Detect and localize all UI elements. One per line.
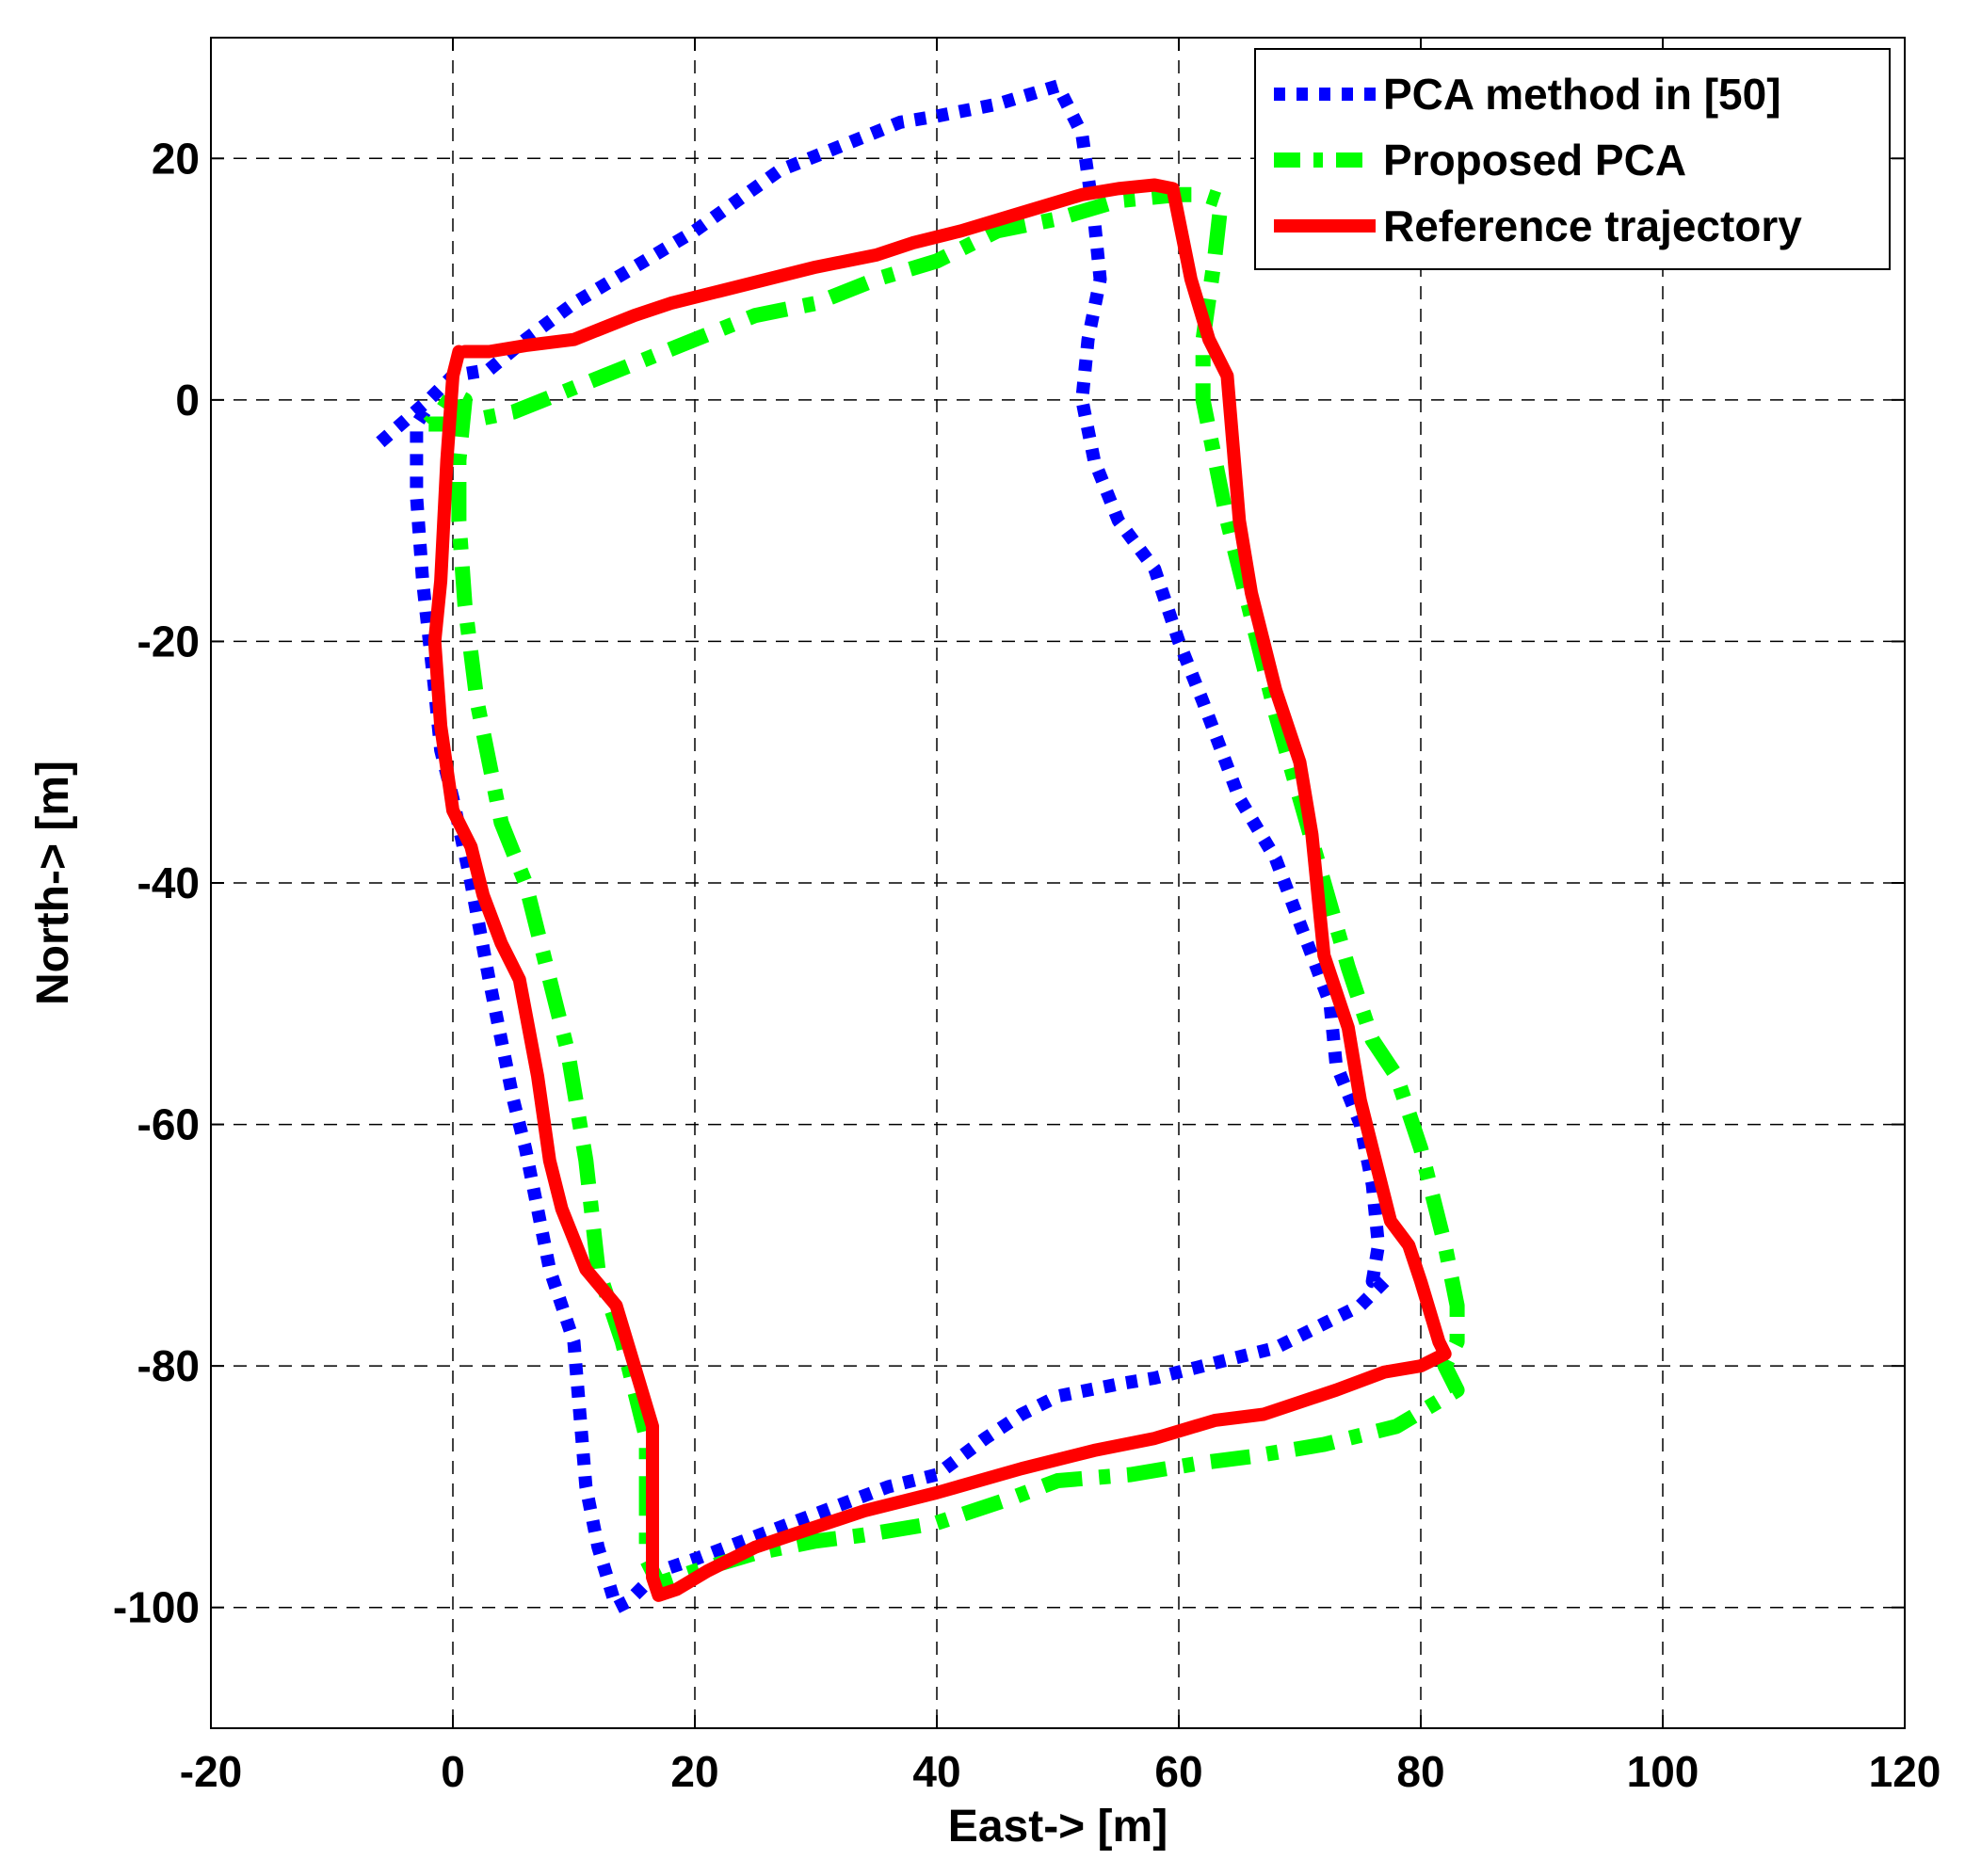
x-tick-label: 120: [1869, 1747, 1941, 1796]
series-line-1: [423, 186, 1465, 1592]
x-tick-label: 100: [1627, 1747, 1699, 1796]
y-tick-label: 0: [175, 376, 200, 425]
y-tick-label: -100: [113, 1583, 200, 1632]
legend-label-reference: Reference trajectory: [1383, 201, 1802, 250]
x-axis-label: East-> [m]: [948, 1802, 1168, 1852]
legend-label-pca-method: PCA method in [50]: [1383, 70, 1781, 119]
y-axis-label: North-> [m]: [28, 761, 78, 1005]
series-lines: [376, 79, 1465, 1614]
legend-label-proposed-pca: Proposed PCA: [1383, 136, 1686, 184]
series-line-2: [427, 178, 1452, 1602]
axis-ticks: -20 0 20 40 60 80 100 120 20 0 -20 -40 -60 -80 -100: [113, 38, 1941, 1796]
y-tick-label: -40: [137, 858, 200, 907]
series-line-0: [376, 79, 1392, 1614]
x-tick-label: 0: [441, 1747, 465, 1796]
x-tick-label: -20: [180, 1747, 242, 1796]
x-tick-label: 60: [1154, 1747, 1202, 1796]
y-tick-label: -60: [137, 1100, 200, 1149]
x-tick-label: 20: [670, 1747, 718, 1796]
x-tick-label: 80: [1396, 1747, 1444, 1796]
grid-lines: [211, 38, 1905, 1728]
y-tick-label: -20: [137, 617, 200, 665]
y-tick-label: -80: [137, 1341, 200, 1390]
y-tick-label: 20: [152, 134, 200, 183]
legend: PCA method in [50] Proposed PCA Referenc…: [1254, 48, 1891, 270]
x-tick-label: 40: [912, 1747, 960, 1796]
